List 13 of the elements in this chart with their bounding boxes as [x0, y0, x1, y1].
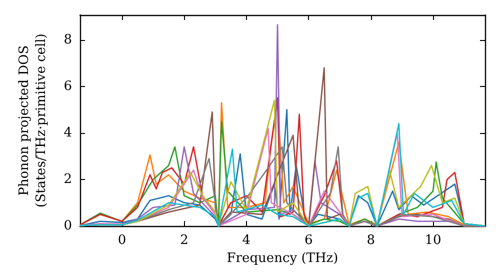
x-axis-title: Frequency (THz) [226, 251, 338, 266]
y-axis-title: Phonon projected DOS (States/THz·primitive cell) [17, 33, 49, 208]
x-tick-label: 10 [424, 233, 442, 248]
x-tick-label: 6 [304, 233, 313, 248]
x-tick-label: 4 [242, 233, 251, 248]
x-tick-label: 8 [366, 233, 375, 248]
y-tick-label: 0 [64, 218, 72, 234]
y-tick-label: 6 [64, 78, 72, 94]
y-tick-label: 2 [64, 172, 72, 187]
y-tick-label: 8 [64, 32, 72, 48]
x-tick-label: 2 [180, 233, 188, 248]
x-tick-label: 0 [118, 233, 126, 248]
y-tick-label: 4 [64, 125, 72, 140]
